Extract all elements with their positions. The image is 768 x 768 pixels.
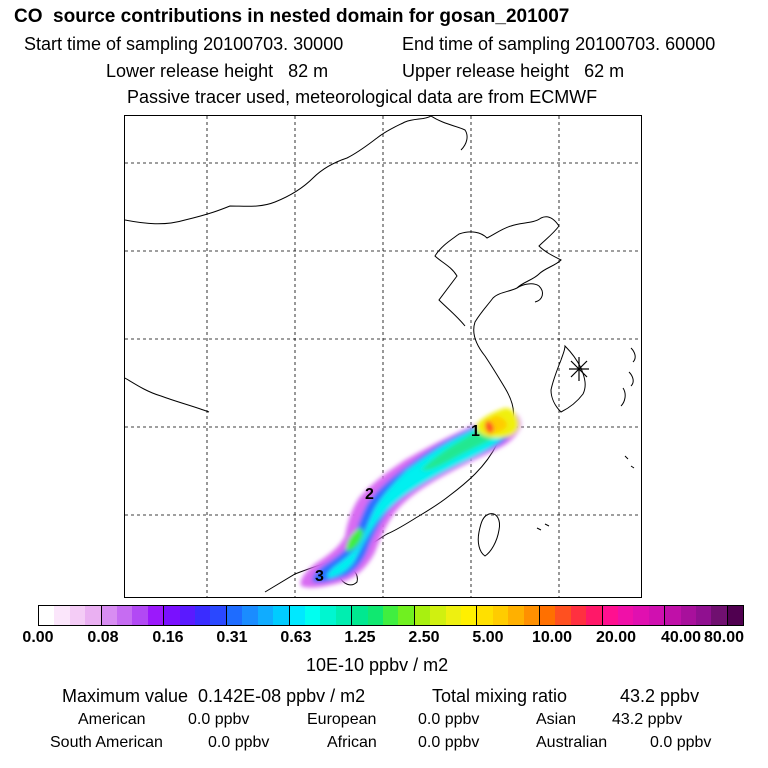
total-mixing-label: Total mixing ratio — [432, 686, 568, 706]
colorbar-cell — [633, 606, 649, 625]
colorbar-tick: 0.31 — [216, 629, 248, 646]
colorbar-cell — [477, 606, 493, 625]
colorbar-tick: 10.00 — [531, 629, 573, 646]
region-name: Australian — [536, 734, 608, 751]
colorbar-cell — [54, 606, 70, 625]
region-value: 0.0 ppbv — [208, 734, 270, 751]
korea-coast — [550, 344, 586, 413]
emission-plume — [300, 408, 521, 588]
region-name: Asian — [536, 711, 577, 728]
northeast-border — [430, 116, 468, 151]
colorbar-tick: 0.08 — [87, 629, 119, 646]
mongolia-border — [125, 116, 432, 225]
colorbar-cell — [179, 606, 196, 625]
colorbar-cell — [382, 606, 399, 625]
region-value: 0.0 ppbv — [418, 711, 480, 728]
coastlines — [125, 116, 636, 593]
region-value: 0.0 ppbv — [188, 711, 250, 728]
colorbar-cell — [210, 606, 227, 625]
region-value: 0.0 ppbv — [418, 734, 480, 751]
colorbar-cell — [352, 606, 368, 625]
colorbar-cell — [665, 606, 681, 625]
colorbar-cell — [602, 606, 619, 625]
plot-title: CO source contributions in nested domain… — [14, 6, 570, 27]
china-coast — [264, 216, 562, 593]
colorbar-cell — [445, 606, 461, 625]
taiwan-coast — [477, 513, 500, 557]
colorbar-cell — [335, 606, 353, 625]
colorbar-cell — [132, 606, 148, 625]
region-value: 0.0 ppbv — [650, 734, 712, 751]
colorbar-cell — [273, 606, 290, 625]
graticule — [125, 116, 641, 597]
colorbar-cell — [304, 606, 321, 625]
colorbar-tick: 0.16 — [152, 629, 184, 646]
colorbar-tick: 80.00 — [703, 629, 745, 646]
marker-2: 2 — [365, 486, 374, 503]
tracer-note: Passive tracer used, meteorological data… — [127, 87, 598, 107]
islands — [536, 455, 635, 531]
colorbar-cell — [727, 606, 744, 625]
colorbar-tick: 20.00 — [595, 629, 637, 646]
region-name: African — [327, 734, 377, 751]
region-name: South American — [50, 734, 163, 751]
colorbar-cell — [696, 606, 712, 625]
lower-release-height: Lower release height 82 m — [106, 61, 329, 81]
colorbar-cell — [226, 606, 243, 625]
end-time: End time of sampling 20100703. 60000 — [402, 34, 716, 54]
map-panel: 1 2 3 — [124, 115, 642, 598]
colorbar-cell — [540, 606, 556, 625]
colorbar-cell — [257, 606, 274, 625]
colorbar-tick: 5.00 — [472, 629, 504, 646]
colorbar-cell — [242, 606, 258, 625]
colorbar-cell — [648, 606, 666, 625]
colorbar-cell — [508, 606, 524, 625]
bohai-coast — [516, 283, 543, 303]
colorbar-cell — [586, 606, 603, 625]
colorbar-cell — [680, 606, 697, 625]
map-svg: 1 2 3 — [125, 116, 641, 597]
colorbar-cell — [367, 606, 383, 625]
colorbar-cell — [320, 606, 336, 625]
region-value: 43.2 ppbv — [612, 711, 683, 728]
colorbar-cell — [39, 606, 55, 625]
colorbar-tick: 0.63 — [280, 629, 312, 646]
colorbar-cell — [430, 606, 446, 625]
marker-3: 3 — [315, 568, 324, 585]
colorbar-tick: 2.50 — [408, 629, 440, 646]
colorbar-cell — [711, 606, 728, 625]
total-mixing-value: 43.2 ppbv — [620, 686, 700, 706]
colorbar-cell — [85, 606, 102, 625]
colorbar-cell — [69, 606, 86, 625]
marker-1: 1 — [471, 423, 480, 440]
colorbar-tick: 0.00 — [22, 629, 54, 646]
region-name: European — [307, 711, 377, 728]
colorbar-tick: 1.25 — [344, 629, 376, 646]
colorbar-cell — [523, 606, 540, 625]
colorbar-cell — [460, 606, 478, 625]
start-time: Start time of sampling 20100703. 30000 — [24, 34, 344, 54]
western-border — [125, 377, 210, 413]
colorbar-cell — [492, 606, 509, 625]
upper-release-height: Upper release height 62 m — [402, 61, 625, 81]
japan-coast — [620, 347, 636, 407]
colorbar-cell — [195, 606, 211, 625]
colorbar-cell — [164, 606, 180, 625]
colorbar-unit: 10E-10 ppbv / m2 — [306, 655, 449, 675]
max-value: Maximum value 0.142E-08 ppbv / m2 — [62, 686, 366, 706]
colorbar-tick: 40.00 — [660, 629, 702, 646]
colorbar-cell — [398, 606, 415, 625]
receptor-asterisk-icon — [569, 357, 589, 381]
colorbar-cell — [414, 606, 431, 625]
colorbar-cell — [570, 606, 587, 625]
colorbar-cell — [117, 606, 133, 625]
colorbar-cell — [618, 606, 634, 625]
colorbar-cell — [555, 606, 571, 625]
colorbar-cell — [289, 606, 305, 625]
colorbar-cell — [147, 606, 165, 625]
colorbar — [38, 605, 744, 626]
colorbar-cell — [101, 606, 118, 625]
region-name: American — [78, 711, 146, 728]
